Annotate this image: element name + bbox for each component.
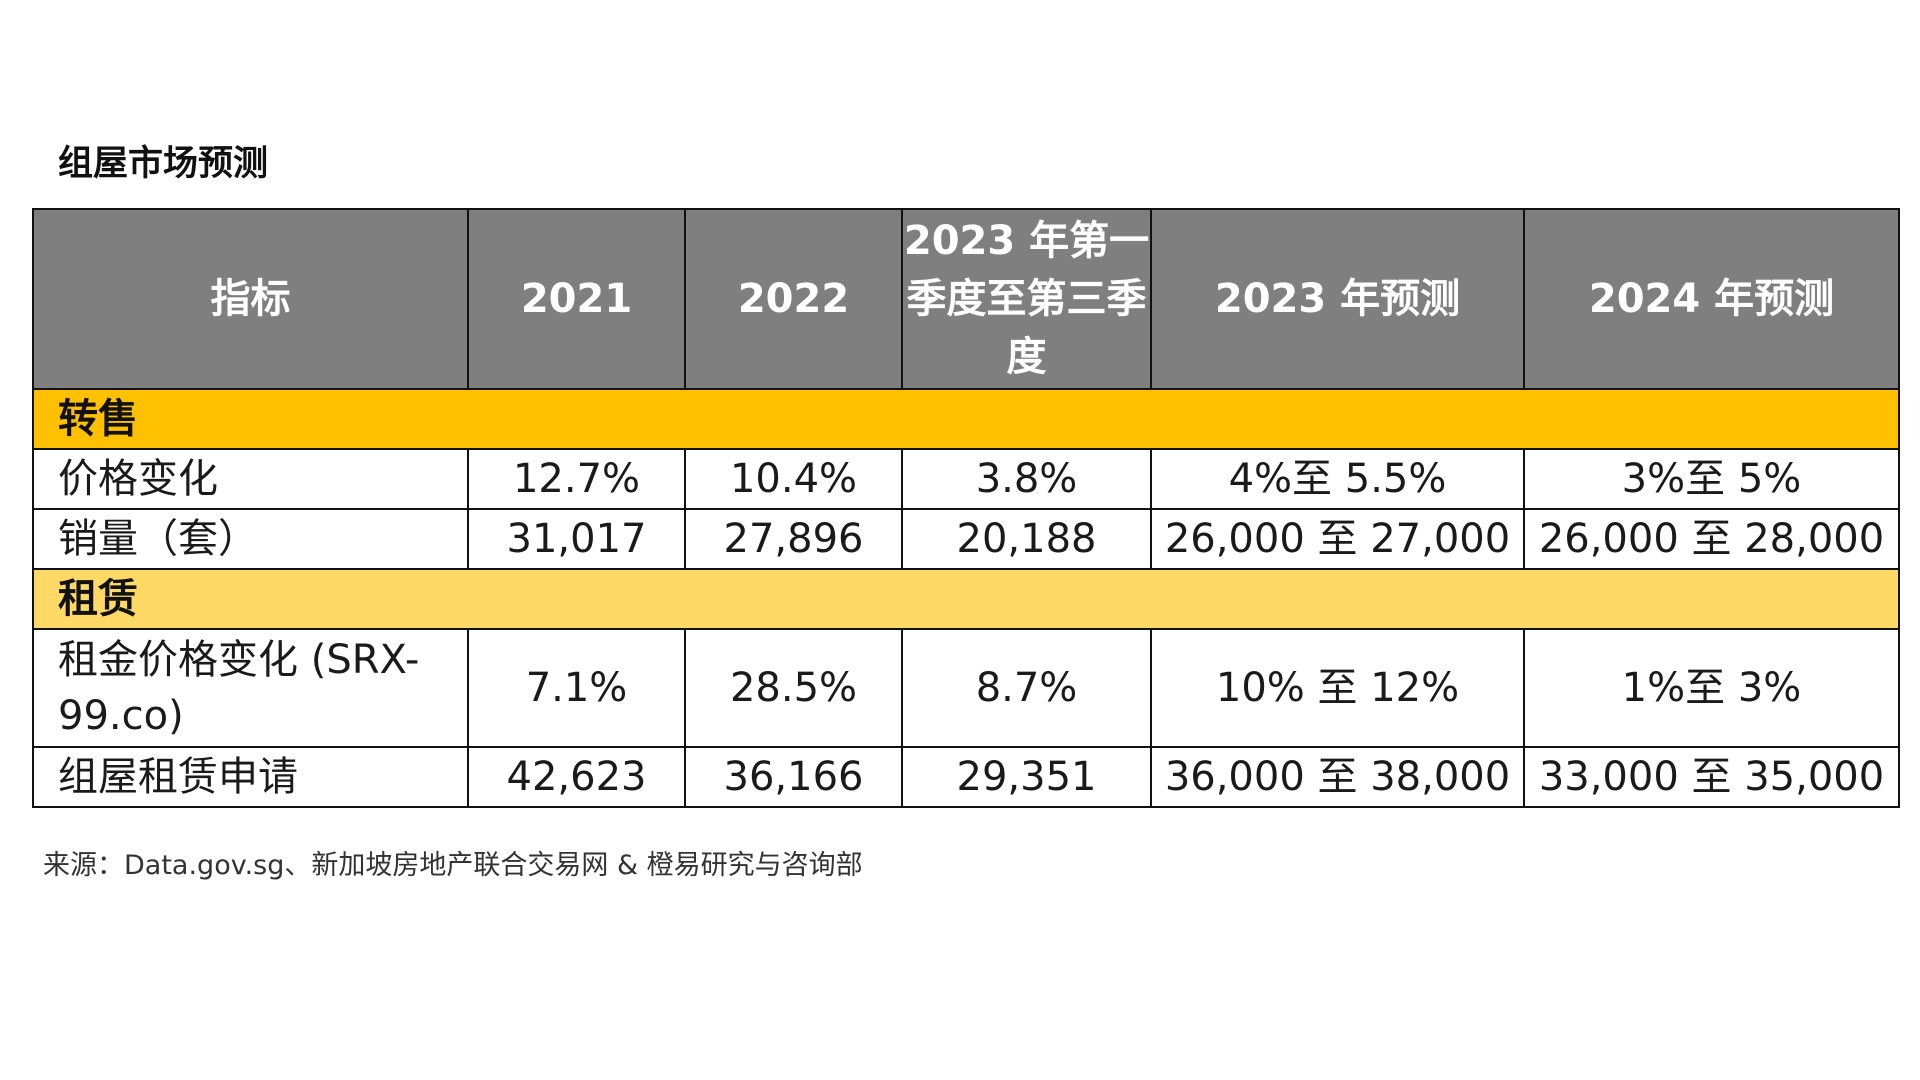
cell-2023-forecast: 10% 至 12% [1150,628,1525,748]
row-label: 价格变化 [32,448,469,510]
header-2022: 2022 [684,208,903,390]
cell-2023-forecast: 4%至 5.5% [1150,448,1525,510]
cell-2023-q1-q3: 20,188 [901,508,1152,570]
cell-2022: 36,166 [684,746,903,808]
cell-2024-forecast: 26,000 至 28,000 [1523,508,1900,570]
header-2021: 2021 [467,208,686,390]
cell-2023-forecast: 36,000 至 38,000 [1150,746,1525,808]
cell-2021: 31,017 [467,508,686,570]
header-2023-q1-q3: 2023 年第一季度至第三季度 [901,208,1152,390]
cell-2021: 12.7% [467,448,686,510]
header-2023-forecast: 2023 年预测 [1150,208,1525,390]
row-label: 租金价格变化 (SRX-99.co) [32,628,469,748]
source-note: 来源：Data.gov.sg、新加坡房地产联合交易网 & 橙易研究与咨询部 [43,850,863,881]
header-2024-forecast: 2024 年预测 [1523,208,1900,390]
cell-2024-forecast: 33,000 至 35,000 [1523,746,1900,808]
section-row-resale: 转售 [32,388,1900,450]
cell-2023-q1-q3: 3.8% [901,448,1152,510]
section-label-rental: 租赁 [32,568,1900,630]
cell-2022: 27,896 [684,508,903,570]
header-row: 指标 2021 2022 2023 年第一季度至第三季度 2023 年预测 20… [32,208,1900,390]
cell-2023-q1-q3: 29,351 [901,746,1152,808]
cell-2021: 42,623 [467,746,686,808]
cell-2021: 7.1% [467,628,686,748]
cell-2024-forecast: 1%至 3% [1523,628,1900,748]
table-row: 租金价格变化 (SRX-99.co) 7.1% 28.5% 8.7% 10% 至… [32,628,1900,748]
cell-2023-forecast: 26,000 至 27,000 [1150,508,1525,570]
header-indicator: 指标 [32,208,469,390]
cell-2024-forecast: 3%至 5% [1523,448,1900,510]
section-label-resale: 转售 [32,388,1900,450]
table-row: 销量（套） 31,017 27,896 20,188 26,000 至 27,0… [32,508,1900,570]
table-row: 价格变化 12.7% 10.4% 3.8% 4%至 5.5% 3%至 5% [32,448,1900,510]
forecast-table: 指标 2021 2022 2023 年第一季度至第三季度 2023 年预测 20… [32,208,1900,808]
row-label: 组屋租赁申请 [32,746,469,808]
table-row: 组屋租赁申请 42,623 36,166 29,351 36,000 至 38,… [32,746,1900,808]
section-row-rental: 租赁 [32,568,1900,630]
cell-2022: 28.5% [684,628,903,748]
cell-2023-q1-q3: 8.7% [901,628,1152,748]
row-label: 销量（套） [32,508,469,570]
cell-2022: 10.4% [684,448,903,510]
table-title: 组屋市场预测 [58,144,269,184]
